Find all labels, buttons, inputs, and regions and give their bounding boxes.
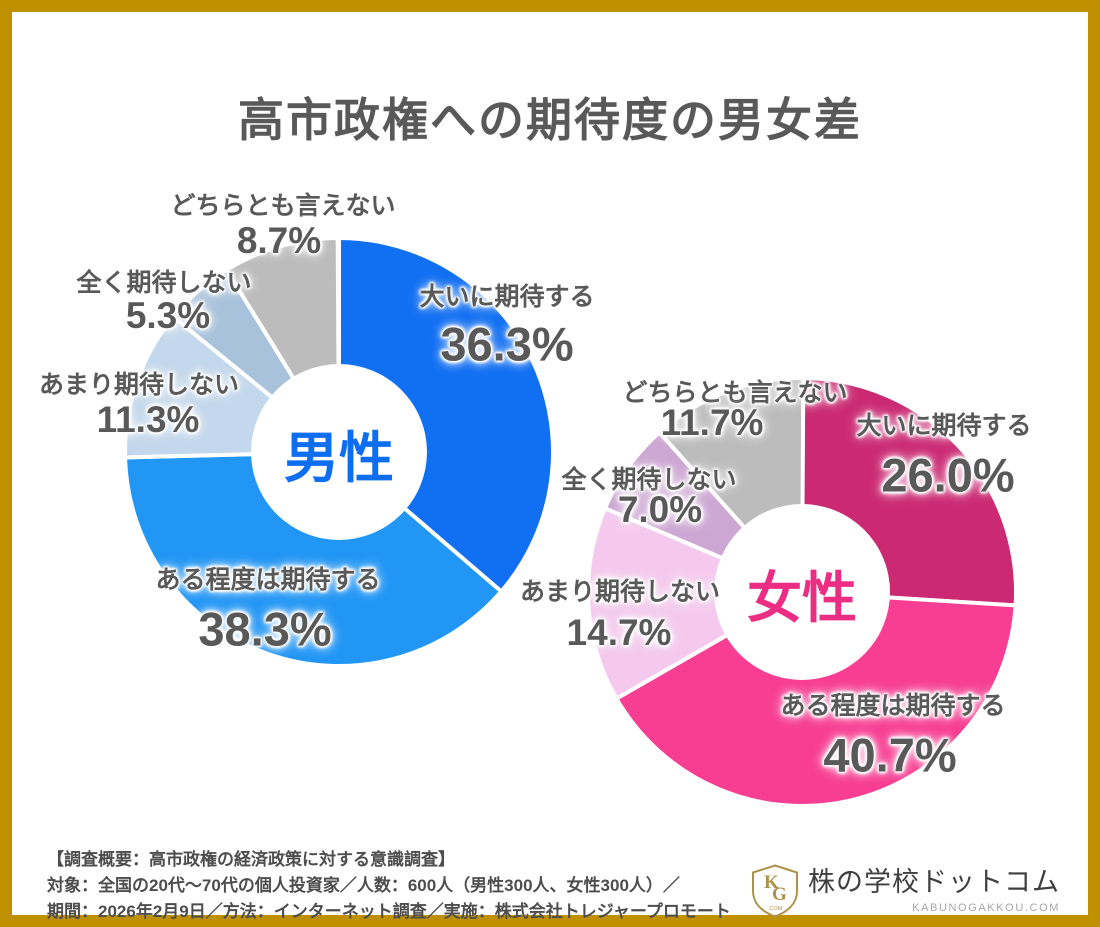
svg-text:G: G: [772, 884, 787, 905]
donut-segment: [586, 505, 807, 702]
segment-label: 全く期待しない: [76, 269, 252, 297]
survey-line-3: 期間：2026年2月9日／方法：インターネット調査／実施：株式会社トレジャープロ…: [47, 902, 731, 921]
page-title: 高市政権への期待度の男女差: [238, 94, 862, 146]
segment-label: あまり期待しない: [38, 371, 240, 399]
segment-value: 36.3%: [440, 317, 574, 371]
female-donut-chart: [586, 375, 1018, 808]
segment-value: 11.3%: [96, 399, 200, 440]
male-donut-chart: [123, 235, 555, 668]
segment-label: どちらとも言えない: [170, 192, 396, 220]
donut-segment: [337, 235, 555, 595]
segment-value: 40.7%: [823, 728, 957, 782]
shield-logo-icon: K G .COM: [752, 864, 798, 918]
svg-text:K: K: [764, 872, 779, 893]
segment-value: 11.7%: [660, 402, 764, 443]
donut-segment: [613, 589, 1018, 808]
donut-hole: [251, 364, 427, 540]
segment-label: 全く期待しない: [561, 466, 737, 494]
segment-label: どちらとも言えない: [622, 379, 848, 407]
segment-value: 14.7%: [566, 612, 672, 653]
donut-segment: [123, 449, 505, 668]
segment-value: 26.0%: [881, 448, 1015, 502]
logo-domain: KABUNOGAKKOU.COM: [912, 902, 1060, 914]
company-logo: K G .COM 株の学校ドットコム KABUNOGAKKOU.COM: [750, 860, 1060, 918]
segment-value: 38.3%: [198, 602, 332, 656]
segment-label: あまり期待しない: [519, 578, 721, 606]
logo-name: 株の学校ドットコム: [808, 867, 1060, 897]
segment-value: 7.0%: [617, 489, 703, 530]
survey-line-2: 対象：全国の20代〜70代の個人投資家／人数：600人（男性300人、女性300…: [47, 876, 680, 895]
female-center-label: 女性: [746, 567, 858, 629]
segment-label: ある程度は期待する: [155, 566, 381, 594]
segment-label: 大いに期待する: [419, 283, 595, 311]
segment-value: 5.3%: [125, 295, 211, 336]
donut-hole: [714, 504, 890, 680]
segment-value: 8.7%: [236, 220, 322, 261]
survey-line-1: 【調査概要：高市政権の経済政策に対する意識調査】: [47, 850, 455, 869]
survey-summary: 【調査概要：高市政権の経済政策に対する意識調査】 対象：全国の20代〜70代の個…: [47, 847, 731, 925]
male-center-label: 男性: [283, 427, 395, 489]
segment-label: ある程度は期待する: [780, 692, 1006, 720]
svg-text:.COM: .COM: [768, 906, 783, 912]
segment-label: 大いに期待する: [856, 412, 1032, 440]
